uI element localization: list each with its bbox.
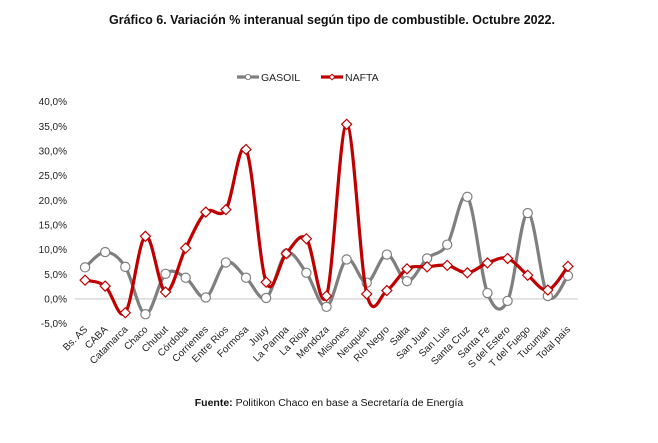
series-line-nafta xyxy=(84,122,570,316)
data-point-nafta xyxy=(461,266,474,279)
data-point-nafta xyxy=(401,262,413,275)
data-point-nafta xyxy=(300,232,313,245)
data-point-gasoil xyxy=(180,272,191,283)
data-point-nafta xyxy=(441,259,454,272)
y-tick-label: 35,0% xyxy=(39,122,67,133)
data-point-nafta xyxy=(421,261,433,273)
legend-item-gasoil: GASOIL xyxy=(237,72,300,84)
data-point-nafta xyxy=(381,284,393,297)
data-point-nafta xyxy=(360,288,373,300)
x-axis: Bs. ASCABACatamarcaChacoChubutCórdobaCor… xyxy=(61,324,573,371)
legend-marker xyxy=(244,73,252,81)
data-point-gasoil xyxy=(462,191,473,203)
data-point-gasoil xyxy=(301,267,312,278)
data-point-nafta xyxy=(159,286,172,298)
series-layer xyxy=(79,118,574,320)
data-point-gasoil xyxy=(442,239,453,250)
data-point-gasoil xyxy=(401,275,413,287)
data-point-nafta xyxy=(240,143,252,156)
source-footer: Fuente: Politikon Chaco en base a Secret… xyxy=(0,397,658,409)
y-tick-label: 30,0% xyxy=(39,146,67,157)
y-tick-label: -5,0% xyxy=(41,319,67,330)
data-point-gasoil xyxy=(260,292,272,304)
y-tick-label: 25,0% xyxy=(39,171,67,182)
data-point-gasoil xyxy=(200,292,211,303)
data-point-nafta xyxy=(220,203,232,216)
data-point-gasoil xyxy=(381,249,393,260)
legend-label: NAFTA xyxy=(345,72,379,84)
data-point-nafta xyxy=(501,252,514,265)
data-point-nafta xyxy=(280,247,293,260)
chart-title-text: Gráfico 6. Variación % interanual según … xyxy=(109,13,555,27)
y-tick-label: 0,0% xyxy=(44,294,67,305)
legend-label: GASOIL xyxy=(261,72,300,84)
data-point-nafta xyxy=(340,118,353,131)
source-label: Fuente: xyxy=(194,397,233,409)
data-point-gasoil xyxy=(120,261,131,273)
data-point-gasoil xyxy=(321,301,332,313)
data-point-gasoil xyxy=(79,262,91,273)
data-point-nafta xyxy=(179,242,192,254)
data-point-gasoil xyxy=(99,246,111,258)
data-point-gasoil xyxy=(522,207,533,219)
y-tick-label: 10,0% xyxy=(39,245,67,256)
data-point-gasoil xyxy=(482,287,493,299)
y-tick-label: 5,0% xyxy=(44,270,67,281)
data-point-gasoil xyxy=(140,309,151,320)
data-point-nafta xyxy=(99,280,112,292)
data-point-gasoil xyxy=(502,295,513,307)
legend-marker xyxy=(328,73,336,81)
y-tick-label: 15,0% xyxy=(39,220,67,231)
series-nafta xyxy=(79,118,574,319)
source-text: Politikon Chaco en base a Secretaría de … xyxy=(232,397,464,409)
data-point-nafta xyxy=(541,284,554,296)
legend: GASOIL NAFTA xyxy=(237,72,379,84)
data-point-nafta xyxy=(562,260,574,273)
y-tick-label: 40,0% xyxy=(39,97,67,108)
data-point-nafta xyxy=(79,274,91,287)
data-point-nafta xyxy=(119,306,132,319)
chart-title: Gráfico 6. Variación % interanual según … xyxy=(0,13,658,27)
data-point-nafta xyxy=(320,290,333,302)
y-axis: -5,0% 0,0% 5,0% 10,0% 15,0% 20,0% 25,0% 30,0% 35… xyxy=(39,97,67,330)
data-point-gasoil xyxy=(341,254,352,265)
data-point-nafta xyxy=(199,206,212,218)
data-point-nafta xyxy=(481,257,494,269)
data-point-nafta xyxy=(521,269,534,282)
data-point-gasoil xyxy=(220,257,232,268)
data-point-gasoil xyxy=(160,268,171,279)
data-point-gasoil xyxy=(240,272,252,283)
data-point-nafta xyxy=(139,230,152,243)
legend-item-nafta: NAFTA xyxy=(321,72,379,84)
y-tick-label: 20,0% xyxy=(39,196,67,207)
data-point-nafta xyxy=(260,276,272,289)
